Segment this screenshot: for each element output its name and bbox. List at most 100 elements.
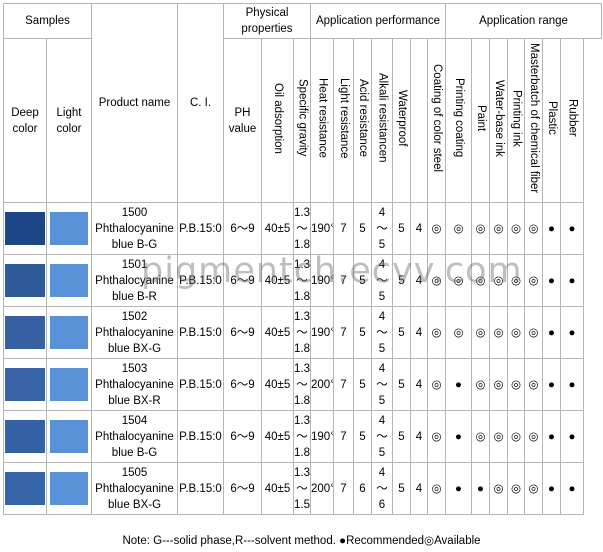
application-mark: ◎: [427, 202, 446, 255]
gravity-cell-line: ～: [296, 430, 308, 443]
application-mark: ●: [542, 410, 561, 463]
application-mark: ◎: [489, 462, 508, 515]
light-color-swatch: [50, 368, 88, 401]
oil-cell: 40±5: [261, 202, 294, 255]
alkali-cell-line: 4: [378, 466, 386, 479]
alkali-cell: 4 ～ 5: [371, 306, 393, 359]
product-name-line: Phthalocyanine: [95, 222, 174, 235]
light-color-swatch: [50, 212, 88, 245]
header-ph-value: PH value: [223, 38, 262, 203]
product-name-line: Phthalocyanine: [95, 378, 174, 391]
product-name-line: blue BX-R: [108, 394, 161, 407]
application-mark: ◎: [489, 306, 508, 359]
deep-color-cell: [3, 410, 47, 463]
application-mark: ●: [560, 306, 584, 359]
application-mark: ◎: [427, 358, 446, 411]
deep-color-cell: [3, 306, 47, 359]
gravity-cell-line: 1.5: [294, 498, 310, 511]
header-product-name: Product name: [91, 3, 178, 203]
application-mark: ◎: [507, 202, 525, 255]
alkali-cell-line: ～: [376, 482, 388, 495]
alkali-cell-line: 4: [378, 310, 386, 323]
gravity-cell-line: 1.3: [294, 310, 310, 323]
gravity-cell-line: 1.3: [294, 258, 310, 271]
ph-cell: 6～9: [223, 202, 262, 255]
product-name-line: 1504: [121, 414, 148, 427]
product-name-line: 1500: [121, 206, 148, 219]
application-mark: ◎: [427, 410, 446, 463]
light-color-swatch: [50, 472, 88, 505]
ci-cell: P.B.15:0: [177, 462, 224, 515]
product-name-line: blue BX-G: [107, 342, 162, 355]
gravity-cell-line: ～: [296, 222, 308, 235]
alkali-cell-line: 5: [378, 342, 386, 355]
ph-cell: 6～9: [223, 254, 262, 307]
product-name: 1501 Phthalocyanine blue B-R: [91, 254, 178, 307]
light-color-cell: [46, 462, 92, 515]
application-mark: ●: [542, 306, 561, 359]
product-name-line: blue B-G: [111, 446, 158, 459]
application-mark: ◎: [524, 306, 543, 359]
gravity-cell: 1.3 ～ 1.8: [293, 202, 311, 255]
application-mark: ●: [560, 410, 584, 463]
header-oil-adsorption: Oil adsorption: [272, 82, 284, 154]
application-mark: ◎: [507, 306, 525, 359]
alkali-cell-line: ～: [376, 326, 388, 339]
waterproof-cell: 5: [392, 410, 411, 463]
header-deep-color: Deep color: [3, 38, 47, 203]
gravity-cell-line: 1.8: [294, 446, 310, 459]
table-row: 1500 Phthalocyanine blue B-G P.B.15:0 6～9 40±…: [3, 202, 602, 255]
application-mark: ●: [445, 410, 472, 463]
acid-cell: 5: [353, 306, 372, 359]
alcohol-cell: 4: [410, 462, 428, 515]
application-mark: ◎: [489, 254, 508, 307]
application-mark: ◎: [471, 202, 490, 255]
application-mark: ●: [560, 254, 584, 307]
gravity-cell: 1.3 ～ 1.8: [293, 358, 311, 411]
oil-cell: 40±5: [261, 410, 294, 463]
alcohol-cell: 4: [410, 306, 428, 359]
product-name-line: blue B-G: [111, 238, 158, 251]
oil-cell: 40±5: [261, 462, 294, 515]
heat-cell: 200℃: [310, 462, 334, 515]
application-mark: ◎: [489, 410, 508, 463]
header-paint: Paint: [475, 104, 487, 132]
alcohol-cell: 4: [410, 358, 428, 411]
heat-cell: 190℃: [310, 306, 334, 359]
oil-cell: 40±5: [261, 306, 294, 359]
header-light-resistance: Light resistance: [338, 77, 350, 159]
gravity-cell-line: 1.8: [294, 290, 310, 303]
alkali-cell: 4 ～ 5: [371, 254, 393, 307]
application-mark: ◎: [445, 202, 472, 255]
gravity-cell-line: ～: [296, 274, 308, 287]
deep-color-swatch: [5, 472, 45, 505]
product-name-line: Phthalocyanine: [95, 482, 174, 495]
application-mark: ●: [445, 358, 472, 411]
application-mark: ◎: [427, 306, 446, 359]
deep-color-swatch: [5, 368, 45, 401]
application-mark: ●: [445, 462, 472, 515]
gravity-cell: 1.3 ～ 1.8: [293, 410, 311, 463]
application-mark: ●: [560, 462, 584, 515]
group-samples: Samples: [3, 3, 92, 39]
gravity-cell-line: ～: [296, 482, 308, 495]
acid-cell: 5: [353, 254, 372, 307]
header-heat-resistance: Heat resistance: [316, 78, 329, 158]
product-name: 1503 Phthalocyanine blue BX-R: [91, 358, 178, 411]
application-mark: ◎: [507, 410, 525, 463]
light-resistance-cell: 7: [333, 358, 354, 411]
alkali-cell-line: ～: [376, 222, 388, 235]
heat-cell: 190℃: [310, 410, 334, 463]
application-mark: ◎: [489, 358, 508, 411]
light-resistance-cell: 7: [333, 410, 354, 463]
alkali-cell-line: 5: [378, 446, 386, 459]
alcohol-cell: 4: [410, 202, 428, 255]
group-application-performance: Application performance: [310, 3, 446, 39]
product-name-line: Phthalocyanine: [95, 326, 174, 339]
header-waterproof: Waterproof: [396, 89, 408, 147]
acid-cell: 5: [353, 358, 372, 411]
application-mark: ◎: [489, 202, 508, 255]
alkali-cell-line: 5: [378, 394, 386, 407]
header-specific-gravity: Specific gravity: [296, 79, 309, 157]
product-name: 1502 Phthalocyanine blue BX-G: [91, 306, 178, 359]
